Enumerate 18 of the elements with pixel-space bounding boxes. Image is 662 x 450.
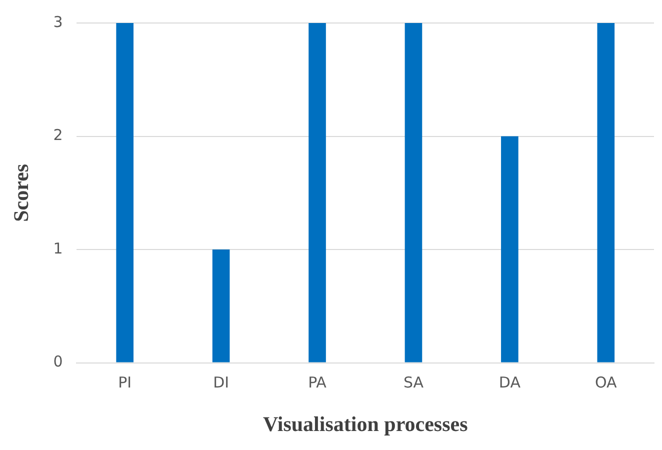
x-tick-label: OA: [594, 374, 618, 392]
y-tick-label: 1: [53, 239, 63, 258]
bar: [597, 23, 615, 362]
bar: [404, 23, 422, 362]
y-tick-label: 3: [53, 12, 63, 31]
y-axis-title: Scores: [9, 164, 34, 222]
bar: [501, 136, 518, 362]
x-tick-label: DI: [213, 374, 230, 392]
bar: [116, 23, 134, 362]
y-tick-label: 0: [53, 352, 63, 371]
bar: [308, 23, 326, 362]
x-tick-label: DA: [498, 374, 522, 392]
bar: [212, 250, 230, 362]
x-tick-label: SA: [403, 374, 424, 392]
y-tick-label: 2: [53, 126, 63, 144]
x-tick-label: PI: [118, 374, 132, 392]
x-axis-title: Visualisation processes: [262, 412, 468, 436]
x-tick-label: PA: [308, 374, 328, 392]
